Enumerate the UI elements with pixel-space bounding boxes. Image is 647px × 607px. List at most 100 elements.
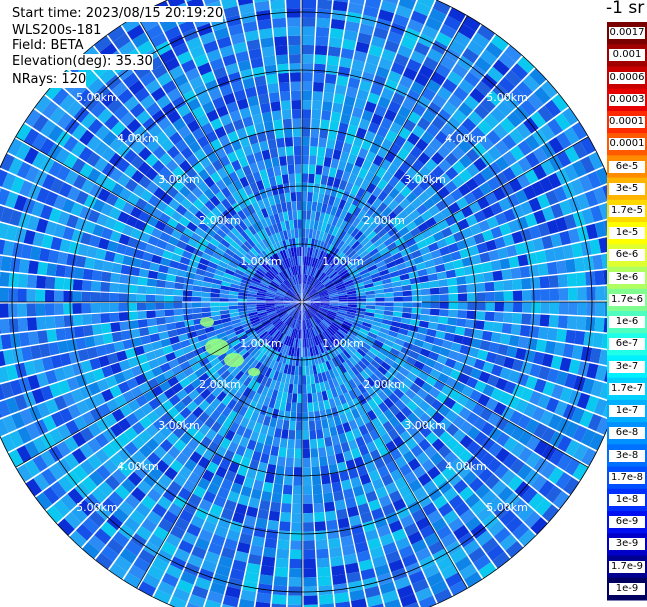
- range-gate: [182, 479, 197, 493]
- range-gate: [160, 541, 177, 556]
- range-gate: [516, 216, 529, 230]
- range-gate: [271, 110, 282, 121]
- range-gate: [578, 175, 593, 192]
- range-gate: [474, 56, 492, 73]
- range-gate: [525, 452, 541, 469]
- range-gate: [383, 397, 395, 409]
- range-gate: [302, 81, 313, 92]
- range-gate: [566, 273, 578, 287]
- range-gate: [375, 302, 385, 306]
- range-gate: [36, 187, 50, 204]
- range-gate: [212, 278, 223, 285]
- range-gate: [293, 299, 302, 302]
- range-gate: [370, 174, 382, 187]
- range-gate: [289, 276, 295, 286]
- range-gate: [19, 180, 33, 197]
- range-gate: [221, 317, 232, 324]
- range-gate: [111, 262, 123, 274]
- range-gate: [311, 257, 316, 268]
- range-gate: [284, 316, 292, 325]
- range-gate: [111, 331, 123, 343]
- range-gate: [23, 360, 36, 376]
- range-gate: [331, 216, 339, 227]
- range-gate: [595, 302, 606, 317]
- range-gate: [437, 86, 453, 101]
- range-gate: [357, 198, 367, 210]
- range-gate: [330, 472, 341, 484]
- range-gate: [336, 265, 345, 273]
- range-gate: [228, 290, 239, 296]
- range-gate: [486, 90, 503, 107]
- range-gate: [239, 532, 253, 545]
- range-gate: [242, 580, 258, 593]
- range-gate: [251, 201, 261, 212]
- range-gate: [130, 228, 143, 240]
- range-gate: [107, 98, 123, 114]
- range-gate: [264, 248, 272, 258]
- range-gate: [302, 145, 310, 156]
- range-gate: [324, 501, 336, 512]
- range-gate: [194, 537, 210, 551]
- range-gate: [167, 110, 181, 124]
- range-gate: [474, 380, 487, 393]
- range-gate: [97, 403, 112, 417]
- range-gate: [458, 183, 471, 197]
- range-gate: [137, 319, 148, 328]
- range-gate: [559, 230, 572, 246]
- range-gate: [310, 298, 321, 301]
- range-gate: [191, 307, 202, 314]
- range-gate: [324, 351, 332, 361]
- range-gate: [299, 338, 302, 348]
- ray-13: [302, 45, 522, 302]
- range-gate: [467, 40, 485, 56]
- range-gate: [195, 242, 207, 252]
- range-gate: [231, 80, 244, 93]
- range-gate: [441, 465, 456, 480]
- range-gate: [528, 264, 540, 277]
- range-gate: [380, 232, 391, 243]
- range-gate: [236, 127, 248, 140]
- ray-71: [109, 302, 302, 580]
- range-gate: [108, 491, 124, 507]
- range-gate: [330, 259, 339, 268]
- range-gate: [276, 137, 285, 148]
- range-gate: [390, 321, 401, 328]
- ring-label: 3.00km: [404, 419, 446, 432]
- range-gate: [336, 313, 346, 319]
- range-gate: [353, 136, 364, 148]
- range-gate: [545, 397, 560, 413]
- range-gate: [153, 589, 172, 605]
- range-gate: [302, 402, 308, 413]
- range-gate: [290, 81, 301, 92]
- range-gate: [524, 134, 540, 151]
- range-gate: [377, 365, 388, 376]
- range-gate: [305, 310, 310, 320]
- range-gate: [107, 352, 119, 365]
- range-gate: [292, 384, 298, 394]
- range-gate: [279, 312, 288, 320]
- range-gate: [305, 256, 309, 266]
- range-gate: [469, 223, 482, 236]
- range-gate: [314, 63, 326, 74]
- range-gate: [329, 303, 339, 306]
- range-gate: [414, 41, 430, 56]
- range-gate: [304, 237, 309, 248]
- range-gate: [209, 503, 224, 517]
- range-gate: [383, 409, 395, 421]
- range-gate: [263, 158, 273, 169]
- range-gate: [109, 385, 122, 398]
- range-gate: [381, 343, 393, 353]
- range-gate: [110, 322, 121, 333]
- range-gate: [187, 472, 201, 485]
- range-gate: [387, 265, 398, 274]
- range-gate: [572, 211, 586, 227]
- range-gate: [238, 308, 248, 313]
- range-gate: [319, 306, 329, 311]
- range-gate: [336, 342, 346, 352]
- range-gate: [455, 124, 470, 139]
- range-gate: [286, 0, 301, 9]
- range-gate: [577, 287, 587, 301]
- range-gate: [193, 84, 208, 98]
- range-gate: [293, 319, 298, 329]
- range-gate: [8, 318, 19, 333]
